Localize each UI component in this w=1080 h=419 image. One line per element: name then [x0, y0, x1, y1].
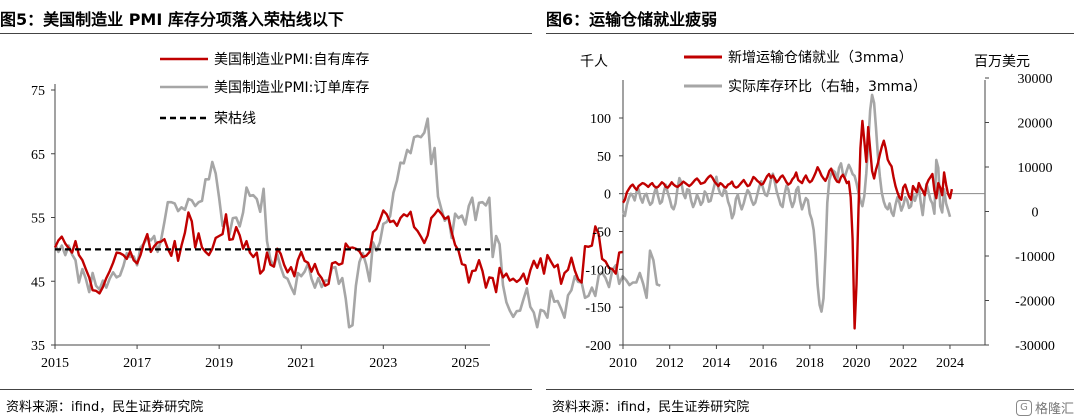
right-chart: 千人 百万美元 100 50 0 -50 -100 -150 -200 30000 20000 100…: [580, 50, 1055, 371]
right-left-tick-label: -100: [585, 263, 611, 278]
right-x-tick-label: 2012: [656, 356, 684, 371]
left-bottom-rule: [0, 389, 532, 390]
right-right-tick-label: -30000: [1015, 339, 1055, 354]
watermark-text: 格隆汇: [1034, 402, 1074, 417]
left-legend-label: 美国制造业PMI:自有库存: [214, 52, 369, 68]
right-right-tick-label: 30000: [1018, 72, 1053, 87]
right-right-tick-label: 10000: [1018, 161, 1053, 176]
right-legend-label: 新增运输仓储就业（3mma）: [728, 50, 913, 66]
right-right-tick-label: -10000: [1015, 250, 1055, 265]
left-y-tick-label: 55: [31, 212, 45, 227]
right-x-tick-label: 2020: [843, 356, 871, 371]
right-x-tick-label: 2018: [796, 356, 824, 371]
right-left-unit-label: 千人: [580, 54, 608, 70]
left-source-note: 资料来源：ifind，民生证券研究院: [6, 400, 204, 415]
left-series-red-line: [53, 208, 623, 295]
right-legend-label: 实际库存环比（右轴，3mma）: [728, 79, 927, 95]
left-title-rule: [0, 33, 532, 34]
left-y-tick-label: 35: [31, 339, 45, 354]
right-left-tick-label: 50: [597, 150, 611, 165]
right-bottom-rule: [546, 389, 1074, 390]
right-figure-title: 图6：运输仓储就业疲弱: [546, 10, 718, 29]
right-left-tick-label: -150: [585, 301, 611, 316]
right-right-tick-label: 20000: [1018, 117, 1053, 132]
right-right-unit-label: 百万美元: [974, 54, 1030, 70]
left-x-tick-label: 2019: [205, 356, 233, 371]
right-x-tick-label: 2014: [702, 356, 730, 371]
glh-logo-icon: G: [1015, 399, 1032, 416]
right-right-tick-label: -20000: [1015, 295, 1055, 310]
right-right-tick-label: 0: [1032, 206, 1039, 221]
left-x-tick-label: 2023: [369, 356, 397, 371]
left-chart: 75 65 55 45 35 2015 2017 2019 2021 2023 2025 美国制造业P…: [31, 52, 661, 371]
left-legend-label: 美国制造业PMI:订单库存: [214, 80, 369, 96]
right-x-tick-label: 2010: [609, 356, 637, 371]
right-left-tick-label: -200: [585, 339, 611, 354]
right-x-tick-label: 2024: [936, 356, 964, 371]
right-series-gray-line: [621, 93, 952, 313]
right-left-tick-label: 100: [590, 112, 611, 127]
left-x-tick-label: 2015: [41, 356, 69, 371]
left-y-tick-label: 75: [31, 84, 45, 99]
left-legend-label: 荣枯线: [214, 111, 256, 127]
watermark: G 格隆汇: [1015, 398, 1074, 417]
right-left-tick-label: 0: [604, 188, 611, 203]
right-x-tick-label: 2016: [749, 356, 777, 371]
right-figure-panel: 图6：运输仓储就业疲弱 千人 百万美元 100 50 0 -50 -100 -150 -200 3…: [546, 0, 1080, 419]
left-x-tick-label: 2025: [451, 356, 479, 371]
right-source-note: 资料来源：ifind，民生证券研究院: [552, 400, 750, 415]
right-series-red-line: [621, 119, 954, 330]
left-figure-title: 图5：美国制造业 PMI 库存分项落入荣枯线以下: [0, 10, 344, 29]
left-x-tick-label: 2021: [287, 356, 315, 371]
right-title-rule: [546, 33, 1074, 34]
right-x-tick-label: 2022: [889, 356, 917, 371]
right-left-tick-label: -50: [592, 226, 611, 241]
left-figure-panel: 图5：美国制造业 PMI 库存分项落入荣枯线以下 75 65 55 45 35 2015 2…: [0, 10, 661, 415]
left-y-tick-label: 45: [31, 275, 45, 290]
left-x-tick-label: 2017: [123, 356, 151, 371]
left-y-tick-label: 65: [31, 148, 45, 163]
